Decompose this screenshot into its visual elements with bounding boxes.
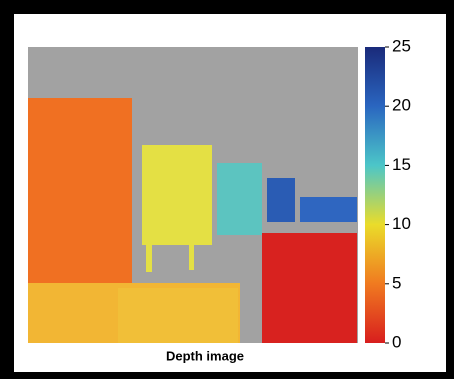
- colorbar: [365, 47, 385, 343]
- tick-label: 10: [392, 214, 411, 233]
- caption: Depth image: [166, 348, 244, 363]
- depth-image: [28, 47, 358, 343]
- tick-label: 0: [392, 332, 401, 351]
- figure: Depth image 0 5 10 15 20 25: [0, 0, 454, 379]
- tick-label: 25: [392, 36, 411, 55]
- tick-label: 5: [392, 273, 401, 292]
- page: {"caption": "Depth image", "colorbar": {…: [0, 0, 454, 379]
- tick-label: 15: [392, 155, 411, 174]
- tick-label: 20: [392, 96, 411, 115]
